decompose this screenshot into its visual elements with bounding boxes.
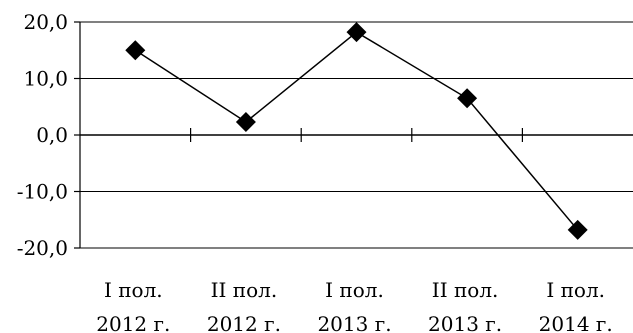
series-group [125, 22, 588, 240]
y-tick-label: 0,0 [36, 123, 68, 147]
x-tick-label-line: II пол. [432, 278, 499, 302]
x-tick-label-line: I пол. [325, 278, 384, 302]
x-tick-label: I пол. 2012 г. [96, 278, 170, 333]
y-axis [74, 21, 81, 249]
x-tick-label-line: 2012 г. [96, 312, 170, 333]
series-line [134, 31, 579, 231]
x-tick-label-line: 2013 г. [428, 312, 502, 333]
y-tick-label: -20,0 [17, 236, 68, 260]
x-tick-label-line: II пол. [211, 278, 278, 302]
y-tick-label: 10,0 [23, 67, 68, 91]
x-tick-label-line: I пол. [104, 278, 163, 302]
y-tick-labels: 20,0 10,0 0,0 -10,0 -20,0 [17, 10, 68, 260]
x-tick-label: I пол. 2013 г. [317, 278, 391, 333]
x-axis [80, 128, 633, 142]
data-point-diamond-icon [125, 40, 146, 61]
gridlines [80, 21, 633, 249]
y-tick-label: -10,0 [17, 180, 68, 204]
data-point-diamond-icon [457, 88, 478, 109]
x-tick-label-line: 2014 г. [539, 312, 613, 333]
x-tick-label-line: 2012 г. [207, 312, 281, 333]
x-tick-label: II пол. 2012 г. [207, 278, 281, 333]
x-tick-label: II пол. 2013 г. [428, 278, 502, 333]
data-point-diamond-icon [346, 22, 367, 43]
x-tick-label-line: 2013 г. [317, 312, 391, 333]
x-tick-label-line: I пол. [546, 278, 605, 302]
data-point-diamond-icon [567, 219, 588, 240]
y-tick-label: 20,0 [23, 10, 68, 34]
x-tick-label: I пол. 2014 г. [539, 278, 613, 333]
x-tick-labels: I пол. 2012 г. II пол. 2012 г. I пол. 2013 г.… [96, 278, 612, 333]
data-point-diamond-icon [235, 112, 256, 133]
